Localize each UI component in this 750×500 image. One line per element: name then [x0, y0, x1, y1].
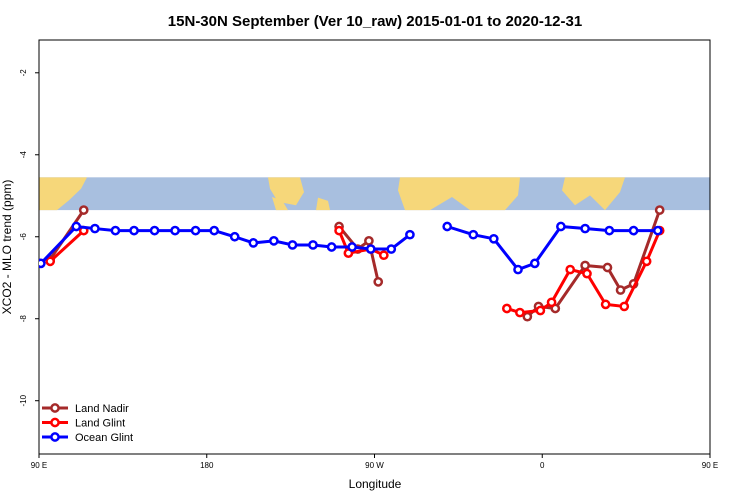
y-axis: -2 -4 -6 -8 -10 — [19, 69, 39, 406]
y-axis-label: XCO2 - MLO trend (ppm) — [0, 180, 14, 315]
data-point — [580, 260, 590, 271]
data-point — [45, 256, 56, 267]
data-point — [501, 303, 512, 314]
data-point — [287, 240, 298, 250]
y-tick-label: -8 — [19, 315, 28, 323]
data-point — [386, 244, 397, 254]
data-point — [149, 225, 160, 236]
chart-title: 15N-30N September (Ver 10_raw) 2015-01-0… — [168, 13, 582, 30]
data-point — [604, 225, 615, 236]
data-point — [468, 229, 479, 240]
data-point — [652, 225, 663, 236]
map-land — [562, 177, 625, 211]
data-point — [129, 225, 139, 236]
data-point — [373, 276, 384, 287]
data-point — [78, 205, 89, 215]
legend-swatch-marker — [50, 417, 60, 428]
series-line — [506, 230, 662, 315]
data-point — [405, 229, 415, 240]
data-point — [308, 240, 318, 250]
data-point — [326, 242, 337, 252]
map-land — [39, 177, 87, 211]
data-point — [269, 236, 279, 246]
x-tick-label: 90 E — [702, 461, 718, 470]
series-line — [337, 225, 380, 283]
data-point — [628, 225, 639, 236]
series-line — [49, 229, 85, 263]
legend-item: Land Nadir — [42, 403, 129, 415]
data-point — [619, 301, 630, 312]
data-point — [565, 264, 576, 275]
legend-label: Land Nadir — [75, 403, 129, 415]
x-tick-label: 90 W — [365, 461, 384, 470]
data-point — [90, 223, 100, 234]
series-land-nadir — [45, 205, 665, 322]
data-point — [641, 256, 652, 267]
data-point — [39, 258, 46, 269]
data-point — [615, 285, 626, 295]
data-point — [209, 225, 220, 236]
x-axis-label: Longitude — [349, 477, 402, 491]
data-point — [365, 244, 376, 254]
data-point — [190, 225, 201, 236]
data-point — [522, 311, 533, 322]
legend-swatch-marker — [50, 432, 60, 442]
data-point — [488, 233, 499, 244]
data-point — [248, 238, 259, 248]
x-tick-label: 0 — [540, 461, 545, 470]
series-line — [337, 230, 385, 257]
data-point — [654, 205, 665, 215]
data-point — [364, 236, 374, 246]
data-point — [513, 264, 523, 275]
series-land-glint — [45, 225, 665, 318]
x-tick-label: 90 E — [31, 461, 47, 470]
data-point — [556, 221, 566, 232]
data-point — [229, 231, 240, 242]
legend-label: Land Glint — [75, 418, 125, 430]
x-tick-label: 180 — [200, 461, 214, 470]
series-line — [446, 225, 658, 272]
legend-item: Ocean Glint — [42, 432, 133, 444]
map-land — [268, 177, 304, 206]
data-point — [71, 221, 82, 232]
data-point — [600, 299, 611, 310]
data-point — [535, 305, 546, 316]
legend-item: Land Glint — [42, 418, 125, 430]
data-point — [580, 223, 590, 234]
y-tick-label: -6 — [19, 233, 28, 241]
legend: Land Nadir Land Glint Ocean Glint — [42, 403, 133, 444]
map-land — [272, 196, 288, 211]
data-point — [110, 225, 121, 236]
data-point — [582, 268, 592, 279]
y-tick-label: -2 — [19, 69, 28, 77]
data-point — [546, 297, 557, 308]
data-point — [378, 250, 389, 261]
legend-swatch-marker — [50, 403, 60, 413]
data-point — [529, 258, 540, 269]
data-point — [347, 242, 357, 252]
legend-label: Ocean Glint — [75, 432, 133, 444]
y-tick-label: -10 — [19, 394, 28, 406]
data-point — [602, 262, 613, 273]
data-point — [442, 221, 453, 232]
world-map-band — [39, 177, 710, 211]
map-land — [398, 177, 520, 211]
data-point — [515, 307, 525, 318]
data-point — [334, 225, 344, 236]
x-axis: 90 E 180 90 W 0 90 E — [31, 454, 718, 470]
map-land — [316, 197, 330, 211]
data-point — [170, 225, 180, 236]
series-layer — [39, 205, 665, 322]
series-ocean-glint — [39, 221, 663, 275]
y-tick-label: -4 — [19, 151, 28, 159]
